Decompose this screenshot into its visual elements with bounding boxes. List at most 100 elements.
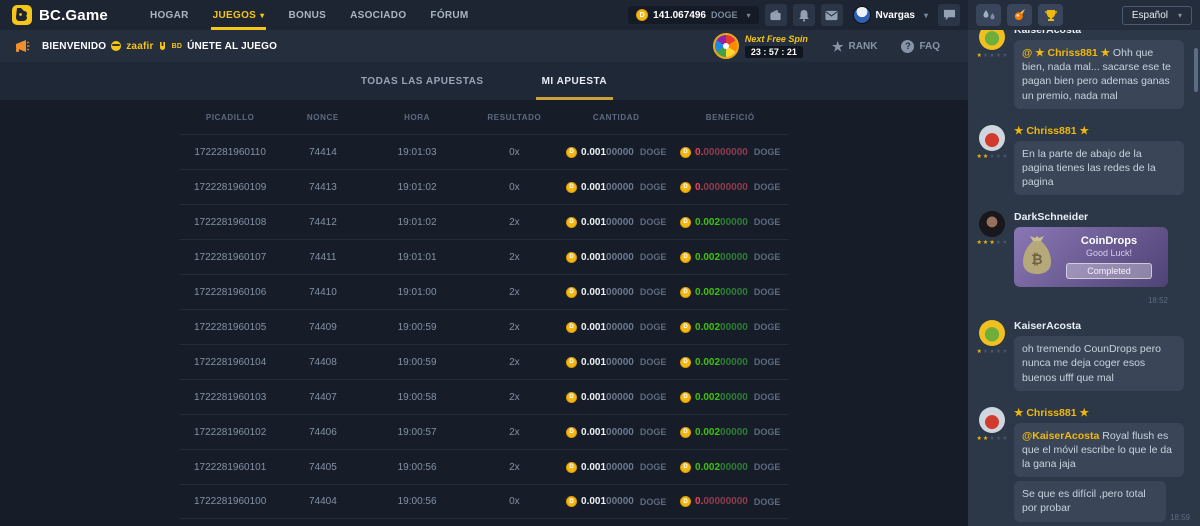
bet-amount: D 0.00100000 DOGE — [560, 216, 672, 228]
mention[interactable]: @KaiserAcosta — [1022, 429, 1100, 442]
doge-coin-icon: D — [680, 461, 692, 473]
balance-amount: 141.067496 — [653, 9, 706, 21]
free-spin-label: Next Free Spin — [744, 34, 808, 44]
wallet-button[interactable] — [764, 4, 787, 26]
chat-username[interactable]: ★ Chriss881 ★ — [1014, 406, 1089, 419]
nav-item-bonus[interactable]: BONUS — [288, 9, 327, 21]
bet-result: 2x — [509, 251, 520, 263]
coindrop-button[interactable] — [1007, 4, 1032, 26]
smiley-emoji-icon — [111, 41, 122, 51]
bet-nonce: 74405 — [308, 461, 337, 473]
message-timestamp: 18:52 — [1147, 296, 1168, 306]
bets-tabs: TODAS LAS APUESTAS MI APUESTA — [0, 62, 968, 100]
bet-profit: D 0.00000000 DOGE — [672, 146, 788, 158]
balance-selector[interactable]: D 141.067496 DOGE ▾ — [628, 6, 759, 24]
notifications-button[interactable] — [792, 4, 815, 26]
nav-item-hogar[interactable]: HOGAR — [149, 9, 189, 21]
user-name: Nvargas — [875, 9, 915, 21]
user-level-stars: ★ ★ ★ ★ ★ — [976, 435, 1008, 442]
doge-coin-icon: D — [566, 391, 578, 403]
nav-item-asociado[interactable]: ASOCIADO — [350, 9, 407, 21]
bcgame-logo[interactable]: BC.Game — [12, 5, 108, 25]
chevron-down-icon: ▾ — [1177, 10, 1182, 20]
table-row[interactable]: 1722281960103 74407 19:00:58 2x D 0.0010… — [180, 379, 788, 414]
doge-coin-icon: D — [680, 356, 692, 368]
chat-bubble: @KaiserAcosta Royal flush es que el móvi… — [1014, 422, 1184, 478]
tab[interactable]: TODAS LAS APUESTAS — [360, 75, 484, 87]
bet-time: 19:00:59 — [397, 321, 437, 333]
chat-username[interactable]: KaiserAcosta — [1014, 320, 1082, 333]
chat-avatar[interactable] — [979, 30, 1005, 50]
tab[interactable]: MI APUESTA — [528, 62, 622, 100]
user-menu[interactable]: Nvargas ▾ — [852, 6, 928, 24]
nav-item-fórum[interactable]: FÓRUM — [430, 9, 469, 21]
table-row[interactable]: 1722281960101 74405 19:00:56 2x D 0.0010… — [180, 449, 788, 484]
bell-icon — [798, 9, 809, 22]
bet-nonce: 74410 — [308, 286, 337, 298]
doge-coin-icon: D — [636, 9, 649, 21]
messages-button[interactable] — [820, 4, 843, 26]
chat-avatar[interactable] — [979, 320, 1005, 347]
chat-avatar[interactable] — [979, 211, 1005, 238]
bet-time: 19:00:59 — [397, 356, 437, 368]
mail-icon — [825, 10, 838, 20]
table-row[interactable]: 1722281960107 74411 19:01:01 2x D 0.0010… — [180, 239, 788, 274]
chat-bubbles: ₿ CoinDrops Good Luck! Completed 18:52 — [1014, 227, 1190, 308]
bet-time: 19:01:01 — [397, 251, 437, 263]
nav-item-juegos[interactable]: JUEGOS ▾ — [201, 0, 277, 30]
chat-scrollbar[interactable] — [1194, 48, 1198, 92]
chat-message-body: KaiserAcosta oh tremendo CounDrops pero … — [1014, 320, 1190, 395]
coindrops-card[interactable]: ₿ CoinDrops Good Luck! Completed — [1014, 227, 1168, 288]
table-row[interactable]: 1722281960108 74412 19:01:02 2x D 0.0010… — [180, 204, 788, 239]
message-timestamp: 18:59 — [1169, 512, 1190, 522]
chat-username[interactable]: ★ Chriss881 ★ — [1014, 124, 1089, 137]
megaphone-icon — [16, 40, 30, 52]
table-row[interactable]: 1722281960104 74408 19:00:59 2x D 0.0010… — [180, 344, 788, 379]
chat-bubbles: En la parte de abajo de la pagina tienes… — [1014, 140, 1190, 196]
column-header: BENEFICIÓ — [705, 112, 755, 122]
bet-result: 2x — [509, 356, 520, 368]
coindrops-completed-button[interactable]: Completed — [1066, 263, 1152, 280]
bet-result: 0x — [509, 496, 520, 507]
chat-username[interactable]: KaiserAcosta — [1014, 30, 1082, 36]
bet-nonce: 74406 — [308, 426, 337, 438]
chat-messages-list: ★ ★ ★ ★ ★ KaiserAcosta @ ★ Chriss881 ★ Ohh q… — [968, 30, 1200, 526]
mention[interactable]: @ ★ Chriss881 ★ — [1022, 47, 1111, 59]
table-row[interactable]: 1722281960110 74414 19:01:03 0x D 0.0010… — [180, 134, 788, 169]
bet-nonce: 74408 — [308, 356, 337, 368]
rank-button[interactable]: ★ RANK — [832, 40, 878, 53]
main-nav: HOGAR JUEGOS ▾ BONUS ASOCIADO FÓRUM — [138, 0, 481, 30]
chat-toggle-button[interactable] — [938, 4, 960, 26]
table-row[interactable]: 1722281960106 74410 19:01:00 2x D 0.0010… — [180, 274, 788, 309]
chat-message-body: KaiserAcosta @ ★ Chriss881 ★ Ohh que bie… — [1014, 30, 1190, 113]
doge-coin-icon: D — [566, 216, 578, 228]
rain-drops-button[interactable] — [976, 4, 1001, 26]
bet-amount: D 0.00100000 DOGE — [560, 251, 672, 263]
table-row[interactable]: 1722281960102 74406 19:00:57 2x D 0.0010… — [180, 414, 788, 449]
table-header-row: PICADILLO NONCE HORA RESULTADO CANTIDAD BENEF… — [180, 100, 788, 134]
free-spin-widget[interactable]: Next Free Spin 23 : 57 : 21 — [712, 33, 808, 59]
doge-coin-icon: D — [680, 181, 692, 193]
language-selector[interactable]: Español ▾ — [1121, 5, 1192, 25]
table-row[interactable]: 1722281960109 74413 19:01:02 0x D 0.0010… — [180, 169, 788, 204]
faq-button[interactable]: ? FAQ — [901, 39, 940, 53]
main-column: BC.Game HOGAR JUEGOS ▾ BONUS ASOCIADO FÓRUM D… — [0, 0, 968, 519]
chat-username[interactable]: DarkSchneider — [1014, 211, 1089, 224]
doge-coin-icon: D — [680, 286, 692, 298]
doge-coin-icon: D — [680, 216, 692, 228]
bet-time: 19:00:56 — [397, 496, 437, 507]
table-row[interactable]: 1722281960100 74404 19:00:56 0x D 0.0010… — [180, 484, 788, 519]
chat-bubble: @ ★ Chriss881 ★ Ohh que bien, nada mal..… — [1014, 40, 1184, 109]
chat-avatar[interactable] — [979, 124, 1005, 151]
doge-coin-icon: D — [566, 356, 578, 368]
welcome-message: BIENVENIDO zaafir BD ÚNETE AL JUEGO — [42, 41, 277, 52]
welcome-username[interactable]: zaafir — [126, 40, 154, 52]
faq-label: FAQ — [919, 40, 940, 52]
bet-time: 19:01:02 — [397, 216, 437, 228]
chat-bubble: oh tremendo CounDrops pero nunca me deja… — [1014, 336, 1184, 391]
table-row[interactable]: 1722281960105 74409 19:00:59 2x D 0.0010… — [180, 309, 788, 344]
chat-avatar[interactable] — [979, 406, 1005, 433]
contest-button[interactable] — [1038, 4, 1063, 26]
bet-time: 19:01:00 — [397, 286, 437, 298]
chat-message-body: ★ Chriss881 ★ En la parte de abajo de la… — [1014, 125, 1190, 200]
